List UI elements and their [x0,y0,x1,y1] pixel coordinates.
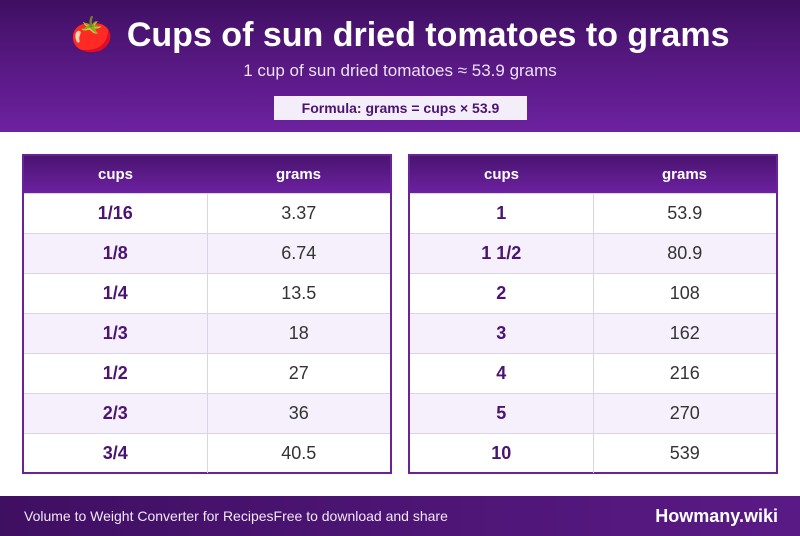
footer-text: Volume to Weight Converter for RecipesFr… [24,496,448,536]
conversion-table-right: cups grams 1 53.9 1 1/2 80.9 2 108 3 162… [408,154,778,474]
grams-cell: 18 [288,323,309,343]
formula-badge: Formula: grams = cups × 53.9 [274,96,527,120]
cups-cell: 3/4 [24,434,208,473]
cups-cell: 4 [410,354,594,393]
grams-cell: 270 [669,403,700,423]
column-header-grams: grams [275,166,322,183]
cups-cell: 1/4 [24,274,208,313]
table-row: 1 1/2 80.9 [410,233,776,273]
cups-cell: 10 [410,434,594,473]
cups-cell: 2/3 [24,394,208,433]
table-row: 1/4 13.5 [24,273,390,313]
column-header-cups: cups [483,166,519,183]
grams-cell: 3.37 [281,203,317,223]
table-row: 4 216 [410,353,776,393]
page-title: Cups of sun dried tomatoes to grams [126,16,730,54]
grams-cell: 36 [288,403,309,423]
cups-cell: 1 1/2 [410,234,594,273]
table-row: 5 270 [410,393,776,433]
cups-cell: 1/16 [24,194,208,233]
table-row: 1/2 27 [24,353,390,393]
grams-cell: 216 [669,363,700,383]
grams-cell: 27 [288,363,309,383]
table-row: 3/4 40.5 [24,433,390,473]
footer-share-note: Free to download and share [273,508,448,524]
table-header: cups grams [410,156,776,193]
cups-cell: 1/3 [24,314,208,353]
grams-cell: 13.5 [281,283,317,303]
table-row: 2 108 [410,273,776,313]
grams-cell: 539 [669,443,700,463]
grams-cell: 108 [669,283,700,303]
table-row: 1 53.9 [410,193,776,233]
brand-logo[interactable]: Howmany.wiki [655,506,778,526]
column-header-grams: grams [661,166,708,183]
table-row: 1/16 3.37 [24,193,390,233]
cups-cell: 3 [410,314,594,353]
table-row: 10 539 [410,433,776,473]
cups-cell: 2 [410,274,594,313]
table-header: cups grams [24,156,390,193]
page-subtitle: 1 cup of sun dried tomatoes ≈ 53.9 grams [243,61,557,80]
grams-cell: 40.5 [281,443,317,463]
table-row: 1/3 18 [24,313,390,353]
conversion-table-left: cups grams 1/16 3.37 1/8 6.74 1/4 13.5 1… [22,154,392,474]
tomato-icon: 🍅 [70,16,113,54]
column-header-cups: cups [97,166,133,183]
cups-cell: 1/8 [24,234,208,273]
table-row: 3 162 [410,313,776,353]
grams-cell: 53.9 [667,203,703,223]
cups-cell: 1/2 [24,354,208,393]
header-banner: 🍅 Cups of sun dried tomatoes to grams 1 … [0,0,800,132]
cups-cell: 5 [410,394,594,433]
footer-tagline: Volume to Weight Converter for Recipes [24,508,274,524]
footer-bar: Volume to Weight Converter for RecipesFr… [0,496,800,536]
title-row: 🍅 Cups of sun dried tomatoes to grams [0,14,800,56]
table-row: 2/3 36 [24,393,390,433]
grams-cell: 80.9 [667,243,703,263]
cups-cell: 1 [410,194,594,233]
grams-cell: 162 [669,323,700,343]
table-row: 1/8 6.74 [24,233,390,273]
grams-cell: 6.74 [281,243,317,263]
